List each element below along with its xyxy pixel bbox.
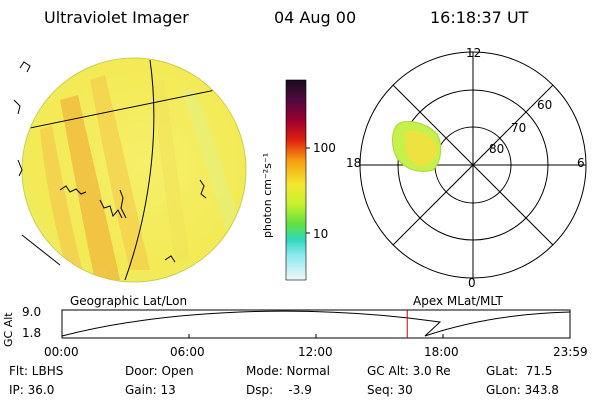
timeline-xtick-2359: 23:59: [553, 345, 588, 359]
timeline-ytick-bottom: 1.8: [22, 326, 42, 340]
right-map-caption: Apex MLat/MLT: [413, 294, 503, 308]
mlat-label-60: 60: [537, 98, 553, 112]
aurora-disk: [22, 58, 246, 282]
colorbar: photon cm⁻²s⁻¹: [261, 79, 310, 281]
info-glat: GLat: 71.5: [486, 364, 553, 378]
info-mode: Mode: Normal: [246, 364, 330, 378]
timeline-ytick-top: 9.0: [22, 305, 42, 319]
timeline-xtick-0600: 06:00: [170, 345, 205, 359]
geographic-image: [13, 57, 247, 283]
mlt-label-12: 12: [466, 46, 482, 60]
info-seq: Seq: 30: [367, 383, 413, 397]
left-map-caption: Geographic Lat/Lon: [70, 294, 188, 308]
timeline-xtick-0000: 00:00: [44, 345, 79, 359]
info-gc-alt: GC Alt: 3.0 Re: [367, 364, 451, 378]
info-ip: IP: 36.0: [9, 383, 55, 397]
date-label: 04 Aug 00: [274, 8, 357, 27]
info-door: Door: Open: [125, 364, 194, 378]
info-dsp: Dsp: -3.9: [246, 383, 312, 397]
mlt-label-6: 6: [577, 156, 585, 170]
colorbar-tick-10: 10: [313, 227, 329, 241]
timeline-xtick-1200: 12:00: [298, 345, 333, 359]
colorbar-tick-100: 100: [313, 141, 336, 155]
info-filter: Flt: LBHS: [9, 364, 64, 378]
mlat-label-70: 70: [511, 121, 527, 135]
info-gain: Gain: 13: [125, 383, 176, 397]
mlt-label-18: 18: [346, 156, 362, 170]
colorbar-label: photon cm⁻²s⁻¹: [261, 153, 274, 238]
instrument-title: Ultraviolet Imager: [44, 8, 189, 27]
mlt-label-0: 0: [468, 276, 476, 290]
mlat-label-80: 80: [489, 142, 505, 156]
info-glon: GLon: 343.8: [486, 383, 559, 397]
timeline-plot: [61, 309, 571, 339]
timeline-xtick-1800: 18:00: [424, 345, 459, 359]
polar-plot: [359, 51, 587, 279]
time-label: 16:18:37 UT: [430, 8, 529, 27]
timeline-axis-label: GC Alt: [2, 312, 15, 347]
